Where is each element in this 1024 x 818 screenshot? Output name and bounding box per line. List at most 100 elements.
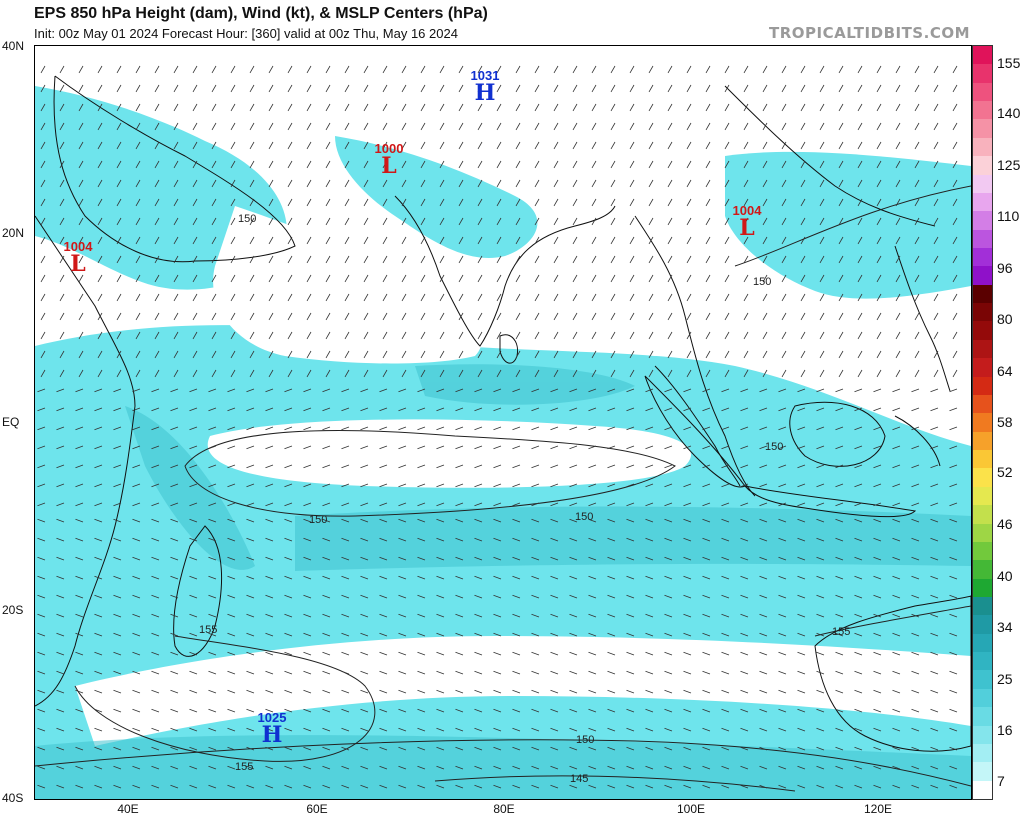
wind-barb — [325, 274, 331, 283]
wind-barb — [78, 274, 84, 283]
wind-barb — [56, 483, 65, 488]
wind-barb — [629, 84, 635, 93]
wind-barb — [249, 312, 255, 321]
wind-barb — [417, 651, 426, 656]
wind-barb — [664, 613, 673, 618]
wind-barb — [797, 464, 806, 469]
wind-barb — [192, 65, 198, 74]
wind-barb — [493, 670, 502, 675]
wind-barb — [40, 122, 46, 131]
wind-barb — [325, 84, 331, 93]
wind-barb — [401, 198, 407, 207]
wind-barb — [686, 122, 692, 131]
wind-barb — [816, 784, 825, 789]
wind-barb — [553, 255, 559, 264]
wind-barb — [208, 483, 217, 488]
wind-barb — [743, 198, 749, 207]
lon-label-80e: 80E — [493, 802, 515, 816]
contour-label: 150 — [309, 514, 328, 526]
wind-barb — [401, 255, 407, 264]
wind-barb — [762, 350, 768, 359]
wind-barb — [265, 537, 274, 542]
wind-barb — [702, 613, 711, 618]
wind-barb — [610, 65, 616, 74]
wind-barb — [341, 689, 350, 694]
shade-china — [725, 151, 971, 299]
wind-barb — [572, 350, 578, 359]
wind-barb — [702, 483, 711, 488]
wind-barb — [648, 350, 654, 359]
wind-barb — [759, 632, 768, 637]
wind-barb — [474, 594, 483, 599]
wind-barb — [591, 122, 597, 131]
wind-barb — [455, 689, 464, 694]
wind-barb — [911, 727, 920, 732]
wind-barb — [531, 388, 540, 393]
wind-barb — [629, 274, 635, 283]
wind-barb — [702, 502, 711, 507]
wind-barb — [781, 217, 787, 226]
wind-barb — [819, 236, 825, 245]
wind-barb — [113, 765, 122, 770]
wind-barb — [227, 594, 236, 599]
wind-barb — [132, 537, 141, 542]
wind-barb — [550, 632, 559, 637]
wind-barb — [455, 388, 464, 393]
wind-barb — [892, 784, 901, 789]
wind-barb — [170, 708, 179, 713]
wind-barb — [417, 689, 426, 694]
wind-barb — [268, 236, 274, 245]
wind-barb — [534, 369, 540, 378]
wind-barb — [930, 784, 939, 789]
wind-barb — [683, 746, 692, 751]
wind-barb — [477, 312, 483, 321]
wind-barb — [113, 746, 122, 751]
wind-barb — [800, 160, 806, 169]
wind-barb — [569, 575, 578, 580]
wind-barb — [113, 689, 122, 694]
wind-barb — [379, 632, 388, 637]
wind-barb — [572, 369, 578, 378]
wind-barb — [37, 708, 46, 713]
wind-barb — [113, 518, 122, 523]
wind-barb — [249, 331, 255, 340]
wind-barb — [439, 217, 445, 226]
wind-barb — [363, 369, 369, 378]
wind-barb — [417, 632, 426, 637]
wind-barb — [952, 255, 958, 264]
colorbar-label: 140 — [997, 105, 1021, 121]
wind-barb — [113, 651, 122, 656]
wind-barb — [664, 537, 673, 542]
wind-barb — [892, 483, 901, 488]
wind-barb — [170, 784, 179, 789]
wind-barb — [645, 445, 654, 450]
wind-barb — [911, 483, 920, 488]
wind-barb — [379, 746, 388, 751]
wind-barb — [895, 236, 901, 245]
wind-barb — [930, 632, 939, 637]
wind-barb — [572, 103, 578, 112]
wind-barb — [531, 445, 540, 450]
wind-barb — [360, 746, 369, 751]
wind-barb — [800, 331, 806, 340]
wind-barb — [211, 293, 217, 302]
contour-150-scs — [734, 185, 971, 267]
wind-barb — [778, 613, 787, 618]
wind-barb — [208, 537, 217, 542]
wind-barb — [436, 388, 445, 393]
wind-barb — [341, 537, 350, 542]
wind-barb — [246, 518, 255, 523]
wind-barb — [550, 765, 559, 770]
wind-barb — [819, 331, 825, 340]
wind-barb — [360, 483, 369, 488]
wind-barb — [211, 160, 217, 169]
wind-barb — [382, 274, 388, 283]
wind-barb — [914, 217, 920, 226]
wind-barbs — [37, 65, 958, 789]
wind-barb — [743, 160, 749, 169]
wind-barb — [873, 575, 882, 580]
coast-india — [394, 195, 616, 347]
wind-barb — [398, 537, 407, 542]
gap-equatorial — [207, 419, 691, 488]
wind-barb — [379, 537, 388, 542]
